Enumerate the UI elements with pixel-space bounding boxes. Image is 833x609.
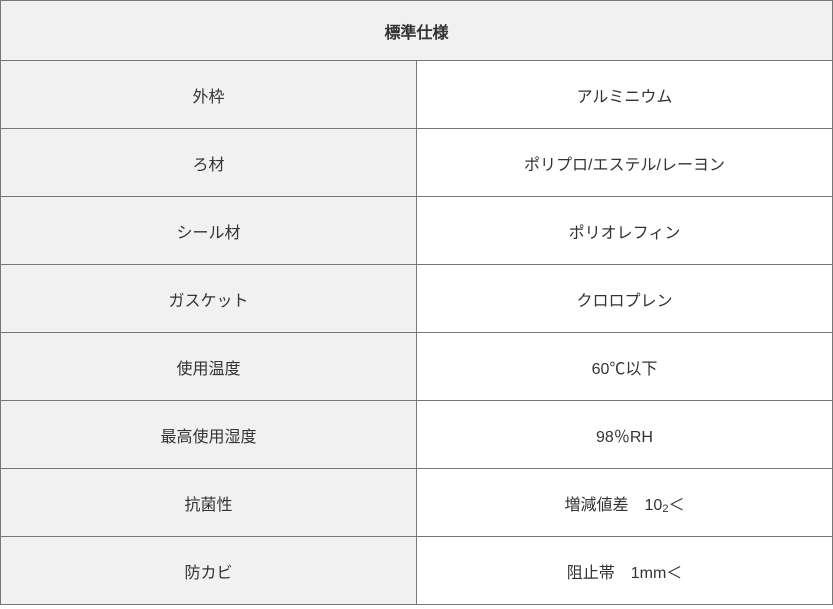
row-value: 60℃以下 — [417, 333, 833, 401]
row-value: 阻止帯 1mm＜ — [417, 537, 833, 605]
row-value: ポリオレフィン — [417, 197, 833, 265]
spec-table-container: 標準仕様 外枠 アルミニウム ろ材 ポリプロ/エステル/レーヨン シール材 ポリ… — [0, 0, 833, 605]
value-suffix: ＜ — [668, 497, 684, 514]
table-row: 防カビ 阻止帯 1mm＜ — [1, 537, 833, 605]
table-row: ろ材 ポリプロ/エステル/レーヨン — [1, 129, 833, 197]
spec-table: 標準仕様 外枠 アルミニウム ろ材 ポリプロ/エステル/レーヨン シール材 ポリ… — [0, 0, 833, 605]
table-row: 抗菌性 増減値差 102＜ — [1, 469, 833, 537]
value-subscript: 2 — [662, 503, 668, 515]
row-label: ろ材 — [1, 129, 417, 197]
row-label: シール材 — [1, 197, 417, 265]
table-row: 使用温度 60℃以下 — [1, 333, 833, 401]
row-label: 防カビ — [1, 537, 417, 605]
row-value: アルミニウム — [417, 61, 833, 129]
value-prefix: 増減値差 10 — [565, 497, 663, 514]
table-row: シール材 ポリオレフィン — [1, 197, 833, 265]
row-value: 98％RH — [417, 401, 833, 469]
table-row: ガスケット クロロプレン — [1, 265, 833, 333]
row-label: 最高使用湿度 — [1, 401, 417, 469]
table-body: 外枠 アルミニウム ろ材 ポリプロ/エステル/レーヨン シール材 ポリオレフィン… — [1, 61, 833, 605]
row-value: ポリプロ/エステル/レーヨン — [417, 129, 833, 197]
row-label: 抗菌性 — [1, 469, 417, 537]
table-header: 標準仕様 — [1, 1, 833, 61]
row-label: ガスケット — [1, 265, 417, 333]
table-row: 外枠 アルミニウム — [1, 61, 833, 129]
row-label: 外枠 — [1, 61, 417, 129]
table-row: 最高使用湿度 98％RH — [1, 401, 833, 469]
row-value: 増減値差 102＜ — [417, 469, 833, 537]
row-label: 使用温度 — [1, 333, 417, 401]
row-value: クロロプレン — [417, 265, 833, 333]
